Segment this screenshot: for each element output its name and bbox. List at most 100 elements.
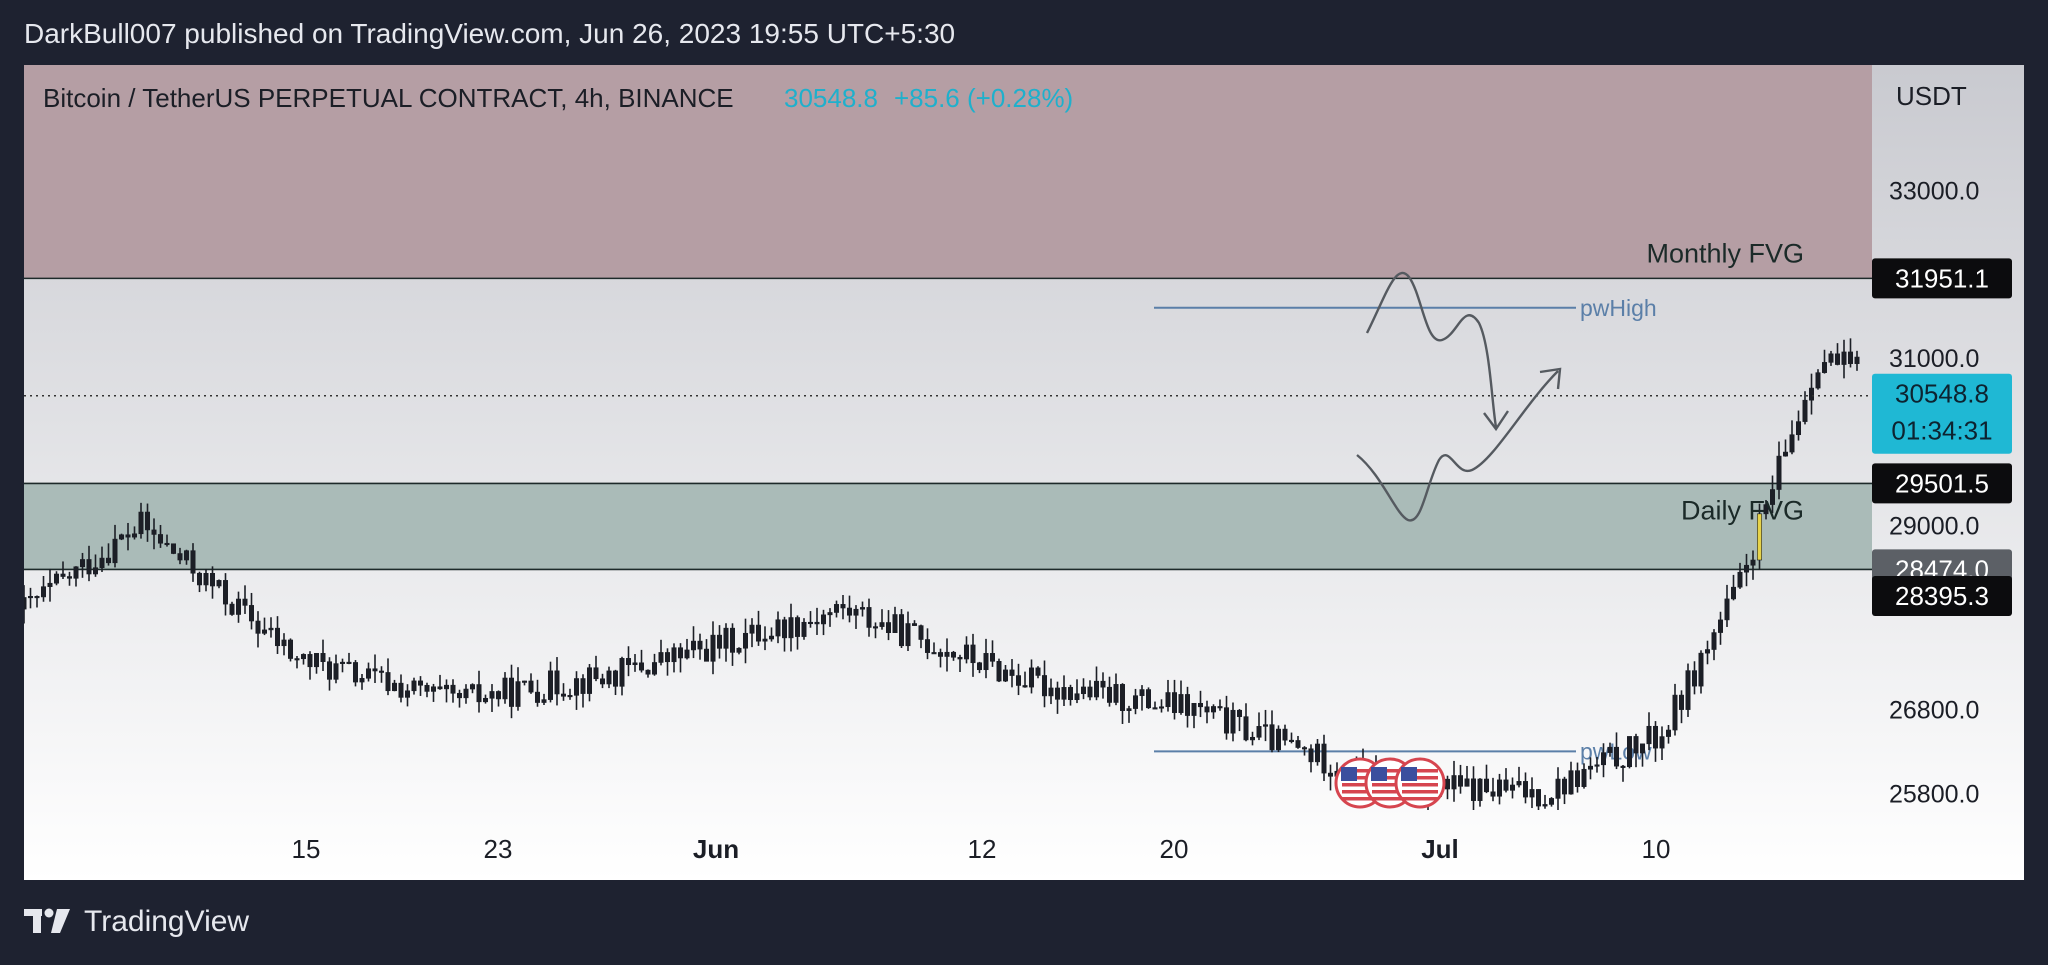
y-tick-label: 29000.0 [1889,512,1979,540]
candle-body [210,573,216,587]
candle-body [1607,746,1613,753]
candle-body [593,667,599,680]
y-tick-label: 26800.0 [1889,697,1979,725]
candle-body [359,677,365,683]
footer-brand[interactable]: TradingView [84,905,250,938]
candle-body [664,652,670,663]
candle-body [885,622,891,633]
candle-body [1815,372,1821,389]
flag-stripe [1372,790,1408,794]
candle-body [1230,709,1236,734]
candle-body [1477,778,1483,801]
candle-body [1028,667,1034,688]
candle-body [606,670,612,685]
monthly-fvg-zone [24,65,1872,279]
projection-path-lower [1356,370,1559,522]
candle-body [1620,765,1626,768]
candle-body [703,648,709,662]
candle-body [768,635,774,640]
chart-panel[interactable]: pwHighpwLow Bitcoin / TetherUS PERPETUAL… [24,65,2024,880]
candle-body [1295,740,1301,748]
candle-body [1113,684,1119,703]
candle-body [1809,387,1815,401]
candle-body [184,550,190,561]
candle-body [1705,649,1711,654]
candle-body [1802,399,1808,422]
zones-layer [24,65,1872,571]
candle-body [1588,765,1594,770]
x-tick-label: 23 [484,834,513,864]
candle-body [1009,669,1015,676]
candle-body [34,596,40,599]
candle-body [352,662,358,683]
candle-body [879,622,885,627]
candle-body [749,624,755,634]
candle-body [1315,743,1321,763]
candle-body [262,629,268,634]
candle-body [573,678,579,696]
candle-body [1666,729,1672,737]
candle-body [1074,693,1080,701]
economic-events[interactable] [1334,757,1446,809]
candle-body [450,684,456,694]
candle-body [853,608,859,616]
candle-body [391,682,397,692]
candle-body [645,669,651,675]
candle-body [1854,356,1860,364]
candle-body [443,684,449,690]
candle-body [1841,351,1847,365]
candle-body [898,614,904,647]
candle-body [1152,707,1158,710]
candle-body [158,534,164,544]
y-tick-label: 25800.0 [1889,780,1979,808]
candle-body [859,607,865,610]
candle-body [223,580,229,605]
price-chart[interactable]: pwHighpwLow Bitcoin / TetherUS PERPETUAL… [24,65,2024,880]
candle-body [40,586,46,598]
candle-body [1835,353,1841,365]
candle-body [60,573,66,577]
candle-body [398,682,404,698]
candle-body [1445,778,1451,790]
candle-body [333,663,339,680]
candle-body [404,690,410,698]
candle-body [508,677,514,707]
price-label-text: 28395.3 [1895,581,1989,611]
candle-body [1659,736,1665,749]
candle-body [560,693,566,697]
candle-body [1185,694,1191,716]
candle-body [690,640,696,651]
candle-body [1464,778,1470,787]
candle-body [145,511,151,531]
projection-arrow-up-head [1539,367,1562,390]
candle-body [1321,743,1327,774]
candle-body [1750,559,1756,566]
candle-body [619,658,625,687]
price-label-box [1872,373,2012,454]
x-tick-label: Jun [693,834,739,864]
candle-body [79,559,85,568]
candle-body [489,691,495,699]
candle-body [911,623,917,626]
candle-body [1302,747,1308,750]
candle-body [1640,743,1646,754]
candles-layer [24,338,1860,810]
candle-body [1120,684,1126,711]
candle-body [430,686,436,692]
candle-body [781,619,787,639]
candle-body [1627,736,1633,768]
candle-body [1828,353,1834,363]
candle-body [502,677,508,700]
candle-body [807,621,813,625]
zone-labels: Monthly FVG Daily FVG [1646,238,1804,525]
candle-body [970,644,976,664]
candle-body [1568,770,1574,795]
candle-body [528,680,534,693]
candle-body [1737,571,1743,588]
candle-body [801,621,807,637]
candle-body [275,627,281,647]
candle-body [1100,680,1106,688]
y-axis-ticks: 33000.0 31000.0 29000.0 26800.0 25800.0 [1889,178,1979,809]
candle-body [1458,775,1464,787]
tradingview-logo-icon[interactable] [24,907,72,937]
